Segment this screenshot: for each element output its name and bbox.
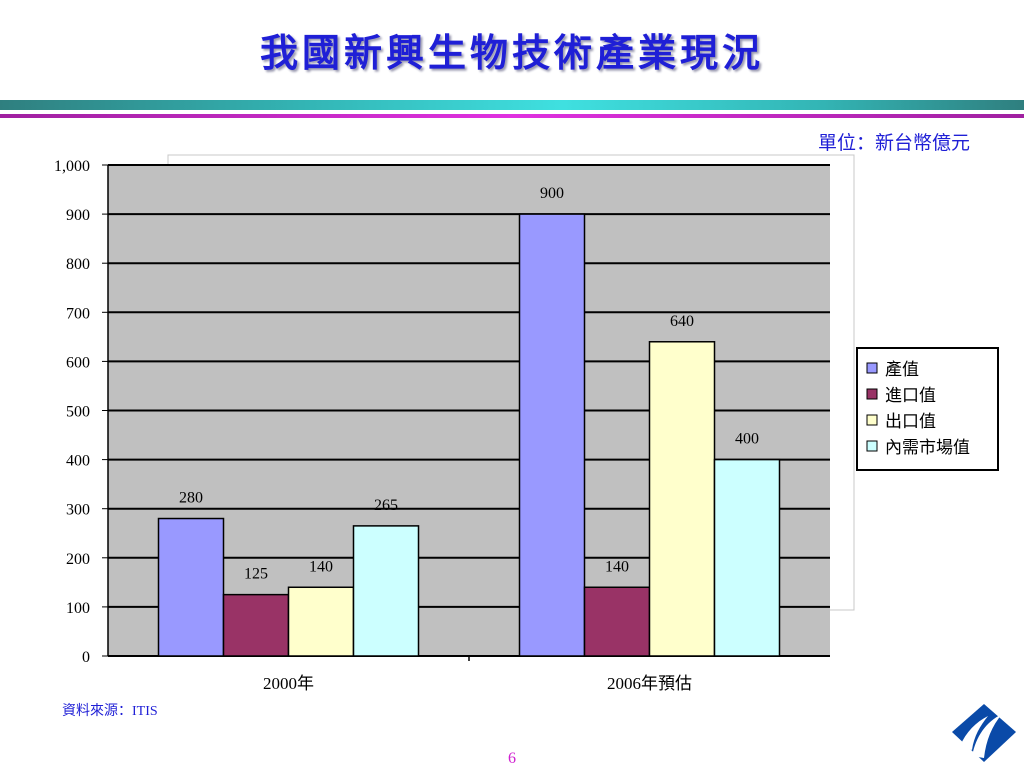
data-label: 125 — [244, 566, 268, 583]
bar — [157, 517, 225, 657]
y-tick-label: 600 — [66, 354, 90, 371]
y-tick-label: 300 — [66, 502, 90, 519]
data-label: 265 — [374, 497, 398, 514]
y-tick-label: 1,000 — [54, 158, 90, 175]
bar — [713, 458, 781, 657]
y-tick-label: 200 — [66, 551, 90, 568]
source-note: 資料來源：ITIS — [62, 700, 158, 720]
slide-title: 我國新興生物技術產業現況 — [259, 30, 764, 75]
data-label: 140 — [605, 558, 629, 575]
title-divider-magenta — [0, 114, 1024, 118]
legend-label: 出口值 — [885, 412, 936, 432]
x-category-label: 2000年 — [263, 674, 314, 693]
y-tick-label: 800 — [66, 256, 90, 273]
y-tick-label: 400 — [66, 453, 90, 470]
company-logo — [952, 704, 1016, 762]
title-divider-teal — [0, 100, 1024, 110]
legend-swatch — [866, 440, 878, 452]
y-tick-label: 0 — [82, 649, 90, 666]
bar — [222, 593, 290, 657]
legend-swatch — [866, 388, 878, 400]
bar-chart: 0 100 200 300 400 500 600 700 800 900 1,000 2000年 28… — [54, 154, 999, 693]
bar — [648, 341, 716, 657]
y-tick-label: 700 — [66, 305, 90, 322]
data-label: 280 — [179, 490, 203, 507]
page-number: 6 — [508, 750, 516, 767]
bar — [352, 525, 420, 657]
legend-swatch — [866, 414, 878, 426]
data-label: 900 — [540, 185, 564, 202]
source-prefix: 資料來源： — [62, 703, 132, 719]
bar — [583, 586, 651, 657]
y-tick-label: 100 — [66, 600, 90, 617]
legend-swatch — [866, 362, 878, 374]
bar — [287, 586, 355, 657]
data-label: 140 — [309, 558, 333, 575]
unit-label: 單位：新台幣億元 — [817, 132, 970, 154]
source-name: ITIS — [132, 704, 158, 719]
data-label: 640 — [670, 313, 694, 330]
data-label: 400 — [735, 431, 759, 448]
y-tick-label: 500 — [66, 404, 90, 421]
bar — [518, 213, 586, 657]
x-category-label: 2006年預估 — [607, 674, 692, 693]
legend-label: 進口值 — [885, 386, 936, 406]
legend-label: 內需市場值 — [885, 438, 970, 458]
legend-box — [856, 347, 999, 471]
y-tick-label: 900 — [66, 207, 90, 224]
legend-label: 產值 — [885, 360, 919, 380]
